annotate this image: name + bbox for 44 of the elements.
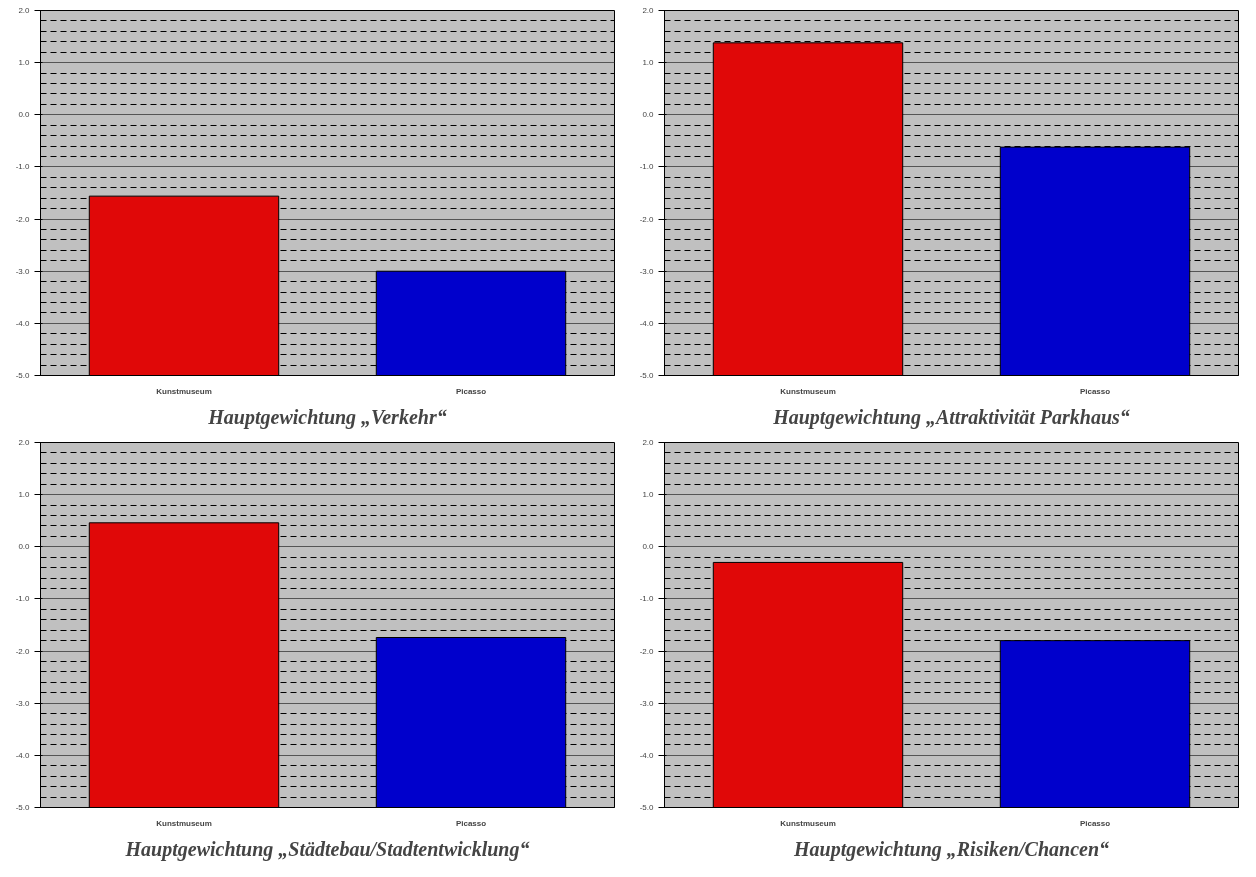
x-tick-label: Picasso bbox=[455, 386, 487, 396]
y-tick-label: -3.0 bbox=[15, 698, 31, 708]
text: Hauptgewichtung „Attraktivität Parkhaus“ bbox=[772, 405, 1130, 429]
y-tick-label: -5.0 bbox=[15, 371, 31, 380]
y-tick-label: -3.0 bbox=[639, 698, 655, 708]
y-tick-label: 0.0 bbox=[18, 542, 31, 552]
y-tick-label: -4.0 bbox=[639, 318, 655, 328]
y-tick-label: -5.0 bbox=[639, 803, 655, 812]
x-tick-label: Picasso bbox=[1079, 386, 1111, 396]
y-tick-label: -4.0 bbox=[15, 318, 31, 328]
text: Hauptgewichtung „Risiken/Chancen“ bbox=[792, 837, 1110, 861]
x-tick-label: Kunstmuseum bbox=[780, 818, 836, 828]
y-tick-label: -4.0 bbox=[15, 750, 31, 760]
text: Hauptgewichtung „Verkehr“ bbox=[207, 405, 447, 429]
y-tick-label: -4.0 bbox=[639, 750, 655, 760]
y-tick-label: -2.0 bbox=[15, 646, 31, 656]
y-tick-label: 2.0 bbox=[18, 6, 31, 15]
text: Hauptgewichtung „Städtebau/Stadtentwicklung“ bbox=[124, 837, 530, 861]
y-tick-label: -1.0 bbox=[15, 162, 31, 172]
y-tick-label: 1.0 bbox=[18, 490, 31, 500]
y-tick-label: 1.0 bbox=[642, 58, 655, 68]
y-tick-label: 0.0 bbox=[642, 542, 655, 552]
x-tick-label: Picasso bbox=[455, 818, 487, 828]
y-tick-label: 2.0 bbox=[642, 6, 655, 15]
y-tick-label: 2.0 bbox=[18, 438, 31, 447]
y-tick-label: 0.0 bbox=[18, 110, 31, 120]
y-tick-label: -5.0 bbox=[15, 803, 31, 812]
y-tick-label: -2.0 bbox=[639, 646, 655, 656]
y-tick-label: -2.0 bbox=[15, 214, 31, 224]
x-tick-label: Picasso bbox=[1079, 818, 1111, 828]
y-tick-label: -3.0 bbox=[639, 266, 655, 276]
y-tick-label: -1.0 bbox=[15, 594, 31, 604]
y-tick-label: -1.0 bbox=[639, 162, 655, 172]
y-tick-label: -3.0 bbox=[15, 266, 31, 276]
x-tick-label: Kunstmuseum bbox=[156, 818, 212, 828]
y-tick-label: -2.0 bbox=[639, 214, 655, 224]
y-tick-label: -1.0 bbox=[639, 594, 655, 604]
y-tick-label: 1.0 bbox=[18, 58, 31, 68]
y-tick-label: 0.0 bbox=[642, 110, 655, 120]
x-tick-label: Kunstmuseum bbox=[780, 386, 836, 396]
y-tick-label: 2.0 bbox=[642, 438, 655, 447]
y-tick-label: -5.0 bbox=[639, 371, 655, 380]
x-tick-label: Kunstmuseum bbox=[156, 386, 212, 396]
y-tick-label: 1.0 bbox=[642, 490, 655, 500]
